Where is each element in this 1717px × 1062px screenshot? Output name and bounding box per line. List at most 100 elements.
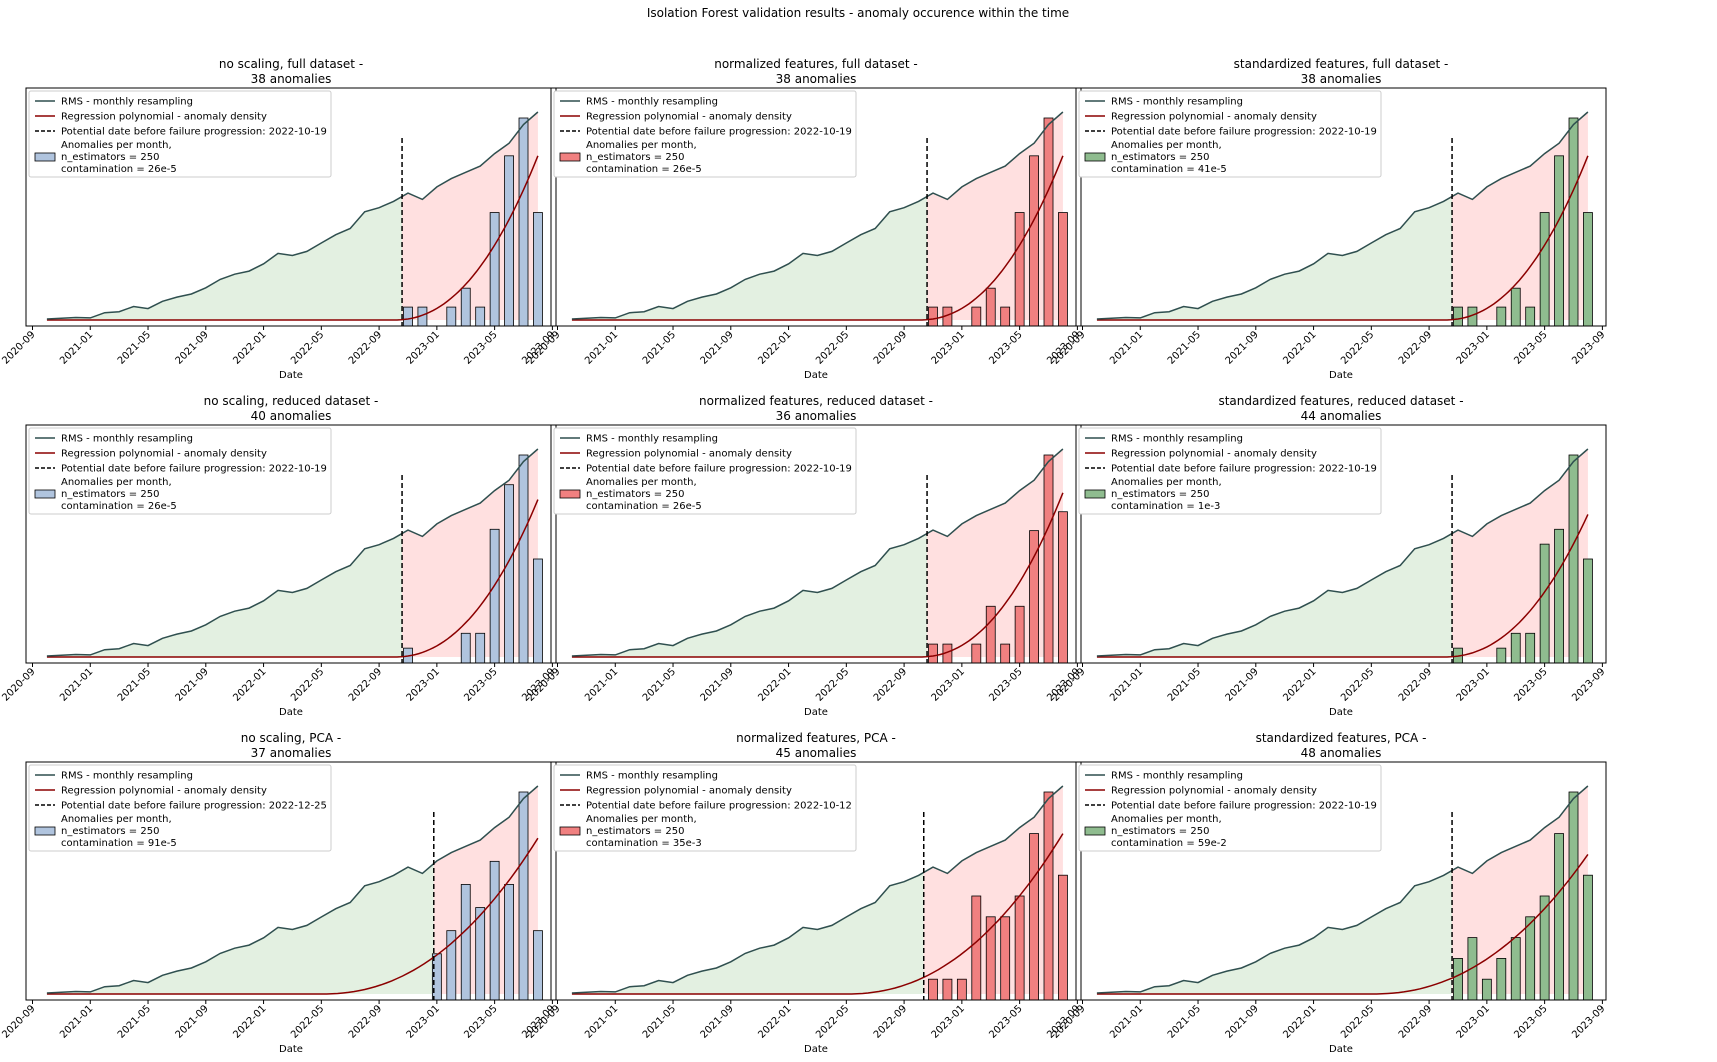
anomaly-bar	[1000, 306, 1011, 327]
x-tick-label: 2022-09	[1397, 329, 1434, 366]
legend-label: contamination = 91e-5	[61, 838, 177, 849]
x-tick-label: 2023-05	[987, 1003, 1024, 1040]
anomaly-bar	[985, 287, 996, 327]
legend-marker	[1084, 826, 1106, 836]
legend-marker	[559, 152, 581, 162]
legend-box	[28, 427, 332, 515]
normal-area	[46, 863, 434, 994]
regression-line	[1096, 514, 1589, 658]
legend-label: Regression polynomial - anomaly density	[61, 449, 267, 460]
legend-label: contamination = 26e-5	[586, 164, 702, 175]
legend-label: n_estimators = 250	[61, 826, 159, 837]
anomaly-bar	[1014, 605, 1025, 664]
anomaly-bar	[1453, 306, 1463, 327]
rms-line	[571, 111, 1064, 320]
x-tick-label: 2022-01	[231, 329, 268, 366]
legend-label: RMS - monthly resampling	[61, 434, 193, 445]
x-tick-label: 2022-05	[814, 666, 851, 703]
anomaly-bar	[533, 558, 543, 664]
anomaly-bar	[1496, 958, 1507, 1001]
legend: RMS - monthly resampling Regression polyn…	[553, 427, 857, 515]
anomaly-bar	[928, 306, 938, 327]
x-tick-label: 2021-09	[174, 666, 211, 703]
x-tick-label: 2023-05	[987, 329, 1024, 366]
legend-label: Regression polynomial - anomaly density	[586, 112, 792, 123]
anomaly-bar	[1496, 306, 1507, 327]
legend-label: Potential date before failure progressio…	[1111, 801, 1377, 812]
legend-label: RMS - monthly resampling	[586, 434, 718, 445]
x-tick-label: 2022-09	[347, 666, 384, 703]
x-tick-label: 2023-05	[1512, 329, 1549, 366]
legend: RMS - monthly resampling Regression polyn…	[1078, 90, 1382, 178]
axes-frame	[1075, 761, 1607, 1001]
anomaly-bar	[1058, 511, 1068, 664]
rms-line	[1096, 448, 1589, 657]
anomaly-bar	[489, 860, 500, 1001]
anomaly-bar	[518, 791, 529, 1001]
legend-label: Regression polynomial - anomaly density	[61, 786, 267, 797]
axes-frame	[550, 87, 1082, 327]
x-axis-label: Date	[1329, 370, 1353, 381]
legend-box	[553, 764, 857, 852]
anomaly-bar	[1554, 155, 1564, 327]
anomaly-bar	[1539, 212, 1550, 327]
x-tick-label: 2022-09	[1397, 666, 1434, 703]
normal-area	[1096, 533, 1453, 657]
legend-label: n_estimators = 250	[586, 489, 684, 500]
legend-marker	[34, 826, 56, 836]
x-tick-label: 2022-05	[289, 1003, 326, 1040]
anomaly-bar	[1014, 212, 1025, 327]
anomaly-bar	[504, 884, 514, 1001]
anomaly-bar	[1554, 833, 1564, 1001]
anomaly-bar	[460, 632, 471, 664]
legend-box	[28, 90, 332, 178]
anomaly-bar	[971, 306, 982, 327]
legend-marker	[559, 826, 581, 836]
subplot-title: no scaling, PCA -	[241, 731, 341, 745]
subplot-5: 2020-09 2021-01 2021-05 2021-09 2022-01 2022-…	[525, 394, 1082, 718]
anomaly-bar	[489, 212, 500, 327]
rms-line	[1096, 785, 1589, 994]
legend-label: Regression polynomial - anomaly density	[61, 112, 267, 123]
x-tick-label: 2021-05	[641, 329, 678, 366]
anomaly-bar	[1058, 212, 1068, 327]
axes-frame	[1075, 87, 1607, 327]
anomaly-bar	[1043, 791, 1054, 1001]
rms-line	[46, 448, 539, 657]
legend-label: contamination = 26e-5	[61, 501, 177, 512]
legend-label: n_estimators = 250	[1111, 826, 1209, 837]
legend: RMS - monthly resampling Regression polyn…	[553, 90, 857, 178]
anomaly-bar	[985, 916, 996, 1001]
anomaly-bar	[1058, 874, 1068, 1001]
legend-label: contamination = 41e-5	[1111, 164, 1227, 175]
legend: RMS - monthly resampling Regression polyn…	[28, 764, 332, 852]
legend: RMS - monthly resampling Regression polyn…	[1078, 427, 1382, 515]
anomaly-bar	[475, 306, 486, 327]
legend-label: Potential date before failure progressio…	[61, 801, 327, 812]
normal-area	[46, 533, 403, 657]
subplot-title: 48 anomalies	[1301, 746, 1382, 760]
x-tick-label: 2023-05	[987, 666, 1024, 703]
x-tick-label: 2021-01	[1108, 329, 1145, 366]
anomaly-bar	[928, 643, 938, 664]
x-tick-label: 2022-05	[814, 1003, 851, 1040]
x-tick-label: 2022-01	[231, 666, 268, 703]
subplot-title: standardized features, full dataset -	[1234, 57, 1449, 71]
x-axis-label: Date	[279, 707, 303, 718]
rms-line	[46, 111, 539, 320]
axes-frame	[1075, 424, 1607, 664]
x-tick-label: 2021-05	[1166, 1003, 1203, 1040]
subplot-4: 2020-09 2021-01 2021-05 2021-09 2022-01 2022-…	[0, 394, 557, 718]
rms-line	[571, 785, 1064, 994]
x-tick-label: 2022-09	[872, 666, 909, 703]
x-tick-label: 2023-01	[1455, 666, 1492, 703]
anomaly-bar	[518, 117, 529, 327]
anomaly-bar	[1568, 791, 1579, 1001]
x-tick-label: 2023-01	[1455, 329, 1492, 366]
anomaly-bar	[985, 605, 996, 664]
anomaly-bar	[504, 484, 514, 664]
x-tick-label: 2022-05	[1339, 1003, 1376, 1040]
x-tick-label: 2023-01	[405, 329, 442, 366]
x-tick-label: 2021-09	[699, 329, 736, 366]
legend-label: n_estimators = 250	[1111, 489, 1209, 500]
